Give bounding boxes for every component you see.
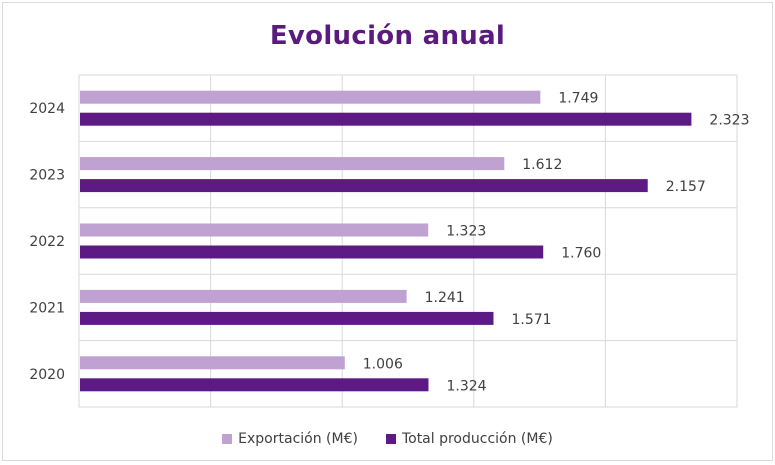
bar — [80, 311, 494, 325]
legend-item-exportacion: Exportación (M€) — [222, 431, 358, 447]
data-label: 1.571 — [511, 312, 551, 328]
y-tick-label: 2020 — [29, 367, 65, 383]
y-tick-label: 2023 — [29, 168, 65, 184]
data-label: 1.324 — [446, 378, 486, 394]
bar — [80, 112, 692, 126]
data-label: 2.323 — [709, 113, 749, 129]
bar — [80, 90, 541, 104]
legend-swatch-exportacion — [222, 434, 233, 444]
data-label: 2.157 — [666, 179, 706, 195]
y-tick-label: 2024 — [29, 101, 65, 117]
data-label: 1.760 — [561, 246, 601, 262]
bar — [80, 157, 505, 171]
legend-label-exportacion: Exportación (M€) — [238, 431, 358, 447]
bar — [80, 289, 407, 303]
bar-chart: 2024 1.749 2.323 2023 1.612 2.157 2022 1.323 1.7… — [29, 74, 750, 408]
legend-item-total-produccion: Total producción (M€) — [385, 431, 553, 447]
data-label: 1.323 — [446, 224, 486, 240]
bar — [80, 378, 429, 392]
legend-label-total-produccion: Total producción (M€) — [401, 431, 553, 447]
y-tick-label: 2021 — [29, 300, 65, 316]
bar — [80, 179, 648, 193]
data-label: 1.612 — [522, 157, 562, 173]
y-tick-label: 2022 — [29, 234, 65, 250]
chart-title: Evolución anual — [269, 21, 506, 51]
data-label: 1.749 — [558, 91, 598, 107]
data-label: 1.241 — [425, 290, 465, 306]
bar — [80, 245, 544, 259]
chart-legend: Exportación (M€) Total producción (M€) — [3, 431, 772, 447]
bar — [80, 223, 429, 237]
bar — [80, 356, 345, 370]
data-label: 1.006 — [363, 356, 403, 372]
legend-swatch-total-produccion — [385, 434, 396, 444]
